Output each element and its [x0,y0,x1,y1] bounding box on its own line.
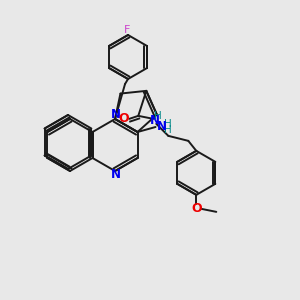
Text: O: O [191,202,202,215]
Text: F: F [124,25,130,35]
Text: N: N [111,169,121,182]
Text: H: H [164,125,171,135]
Text: N: N [150,114,160,128]
Text: O: O [118,112,129,125]
Text: H: H [154,111,162,121]
Text: H: H [164,119,171,129]
Text: N: N [111,109,121,122]
Text: N: N [157,121,166,134]
